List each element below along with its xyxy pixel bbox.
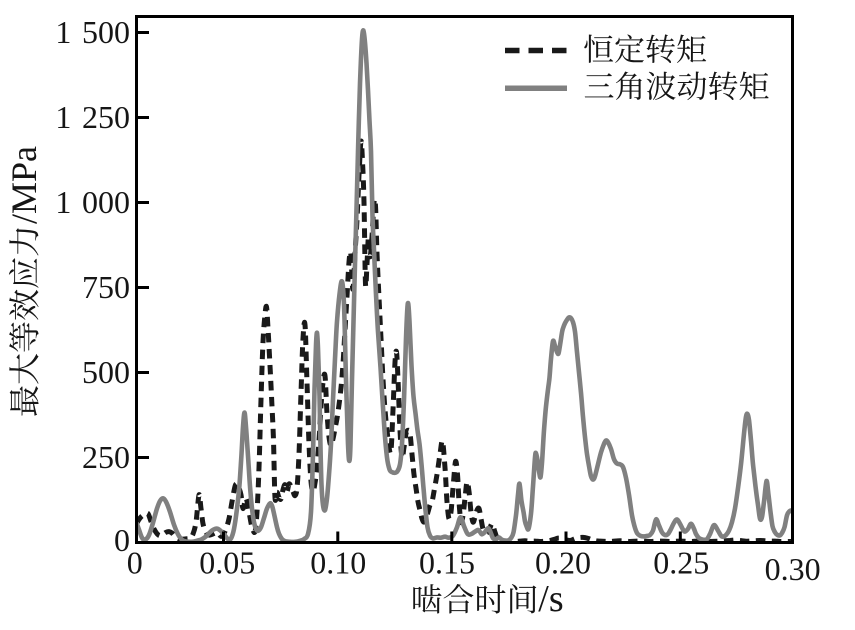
svg-text:/MPa: /MPa [4, 146, 44, 224]
svg-text:750: 750 [82, 269, 130, 305]
svg-text:0.10: 0.10 [310, 545, 366, 581]
svg-text:0.25: 0.25 [653, 545, 709, 581]
svg-text:1 000: 1 000 [55, 184, 130, 220]
svg-text:0.20: 0.20 [535, 545, 591, 581]
svg-text:1 500: 1 500 [55, 14, 130, 50]
svg-text:0: 0 [127, 545, 143, 581]
svg-text:0.15: 0.15 [419, 545, 475, 581]
svg-text:1 250: 1 250 [55, 99, 130, 135]
svg-text:500: 500 [82, 354, 130, 390]
svg-text:/s: /s [538, 578, 563, 620]
svg-text:250: 250 [82, 439, 130, 475]
svg-text:0.30: 0.30 [765, 551, 821, 587]
svg-text:0: 0 [114, 522, 130, 558]
svg-text:0.05: 0.05 [199, 545, 255, 581]
